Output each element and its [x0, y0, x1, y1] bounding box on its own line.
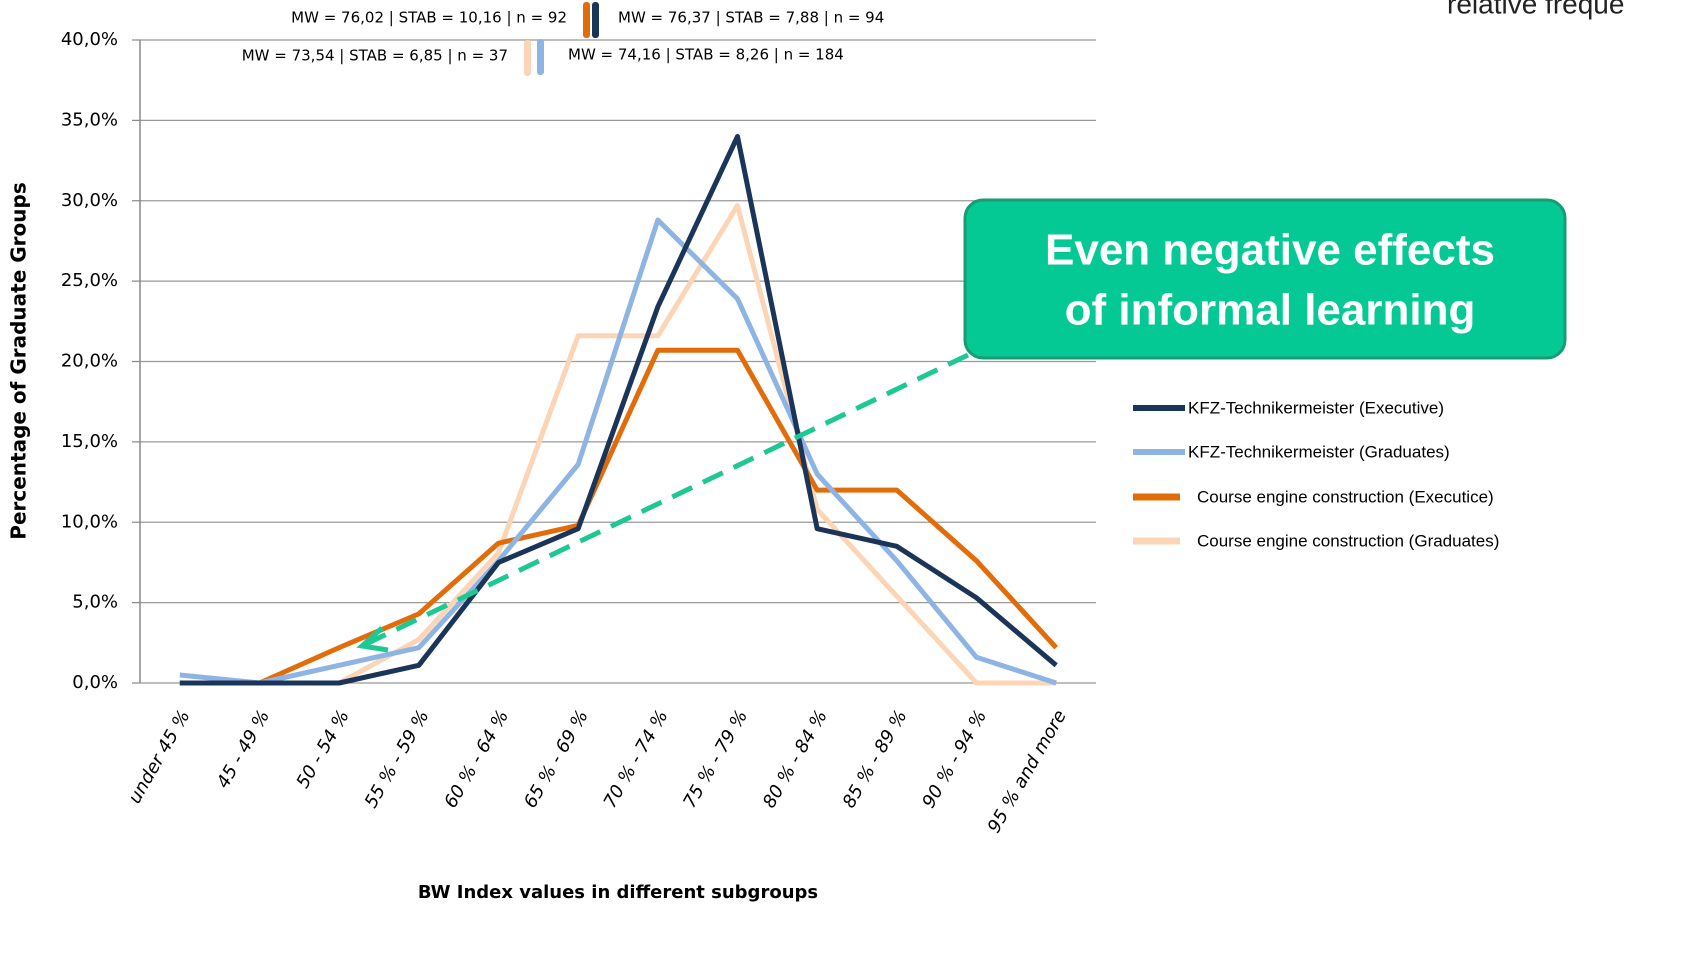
x-tick-label: 55 % - 59 %	[361, 707, 434, 812]
stats: MW = 76,02 | STAB = 10,16 | n = 92 MW = 7…	[242, 2, 884, 76]
stat-swatch	[537, 39, 544, 75]
x-tick-label: 95 % and more	[984, 707, 1071, 837]
y-tick-label: 40,0%	[61, 29, 118, 50]
legend-label: KFZ-Technikermeister (Graduates)	[1188, 442, 1450, 461]
trend-arrow	[356, 352, 970, 653]
x-axis-title: BW Index values in different subgroups	[418, 882, 818, 903]
y-tick-label: 5,0%	[72, 592, 118, 613]
series-line	[179, 217, 1057, 686]
series-line	[179, 347, 1059, 686]
legend-label: KFZ-Technikermeister (Executive)	[1188, 398, 1444, 417]
x-tick-label: 50 - 54 %	[292, 707, 353, 792]
y-axis-title: Percentage of Graduate Groups	[7, 182, 31, 539]
series-line	[179, 203, 1057, 686]
series-line	[179, 133, 1058, 686]
y-tick-label: 25,0%	[61, 270, 118, 291]
x-tick-label: 45 - 49 %	[213, 707, 274, 792]
y-tick-label: 0,0%	[72, 672, 118, 693]
x-tick-label: 60 % - 64 %	[440, 707, 513, 812]
x-tick-label: 80 % - 84 %	[759, 707, 832, 812]
callout-line: Even negative effects	[1045, 226, 1495, 275]
callout-line: of informal learning	[1065, 286, 1476, 335]
y-tick-label: 30,0%	[61, 190, 118, 211]
stat-swatch	[592, 2, 599, 38]
callout-box	[963, 198, 1567, 360]
legend: KFZ-Technikermeister (Executive) KFZ-Tech…	[1133, 398, 1499, 550]
stat-swatch	[583, 2, 590, 38]
x-tick-label: 90 % - 94 %	[918, 707, 991, 812]
y-tick-label: 10,0%	[61, 511, 118, 532]
y-tick-label: 35,0%	[61, 109, 118, 130]
x-tick-label: 65 % - 69 %	[520, 707, 593, 812]
stat-label: MW = 73,54 | STAB = 6,85 | n = 37	[242, 47, 508, 65]
corner-text: relative freque	[1447, 0, 1624, 19]
stat-label: MW = 76,02 | STAB = 10,16 | n = 92	[291, 9, 567, 27]
stat-swatch	[524, 40, 531, 76]
x-tick-label: under 45 %	[124, 707, 194, 808]
x-tick-label: 70 % - 74 %	[600, 707, 673, 812]
stat-label: MW = 74,16 | STAB = 8,26 | n = 184	[568, 46, 844, 64]
legend-label: Course engine construction (Graduates)	[1197, 531, 1499, 550]
stat-label: MW = 76,37 | STAB = 7,88 | n = 94	[618, 9, 884, 27]
x-tick-label: 85 % - 89 %	[839, 707, 912, 812]
y-tick-label: 15,0%	[61, 431, 118, 452]
legend-label: Course engine construction (Executice)	[1197, 487, 1494, 506]
lines	[179, 133, 1059, 686]
x-tick-label: 75 % - 79 %	[679, 707, 752, 812]
y-tick-label: 20,0%	[61, 351, 118, 372]
